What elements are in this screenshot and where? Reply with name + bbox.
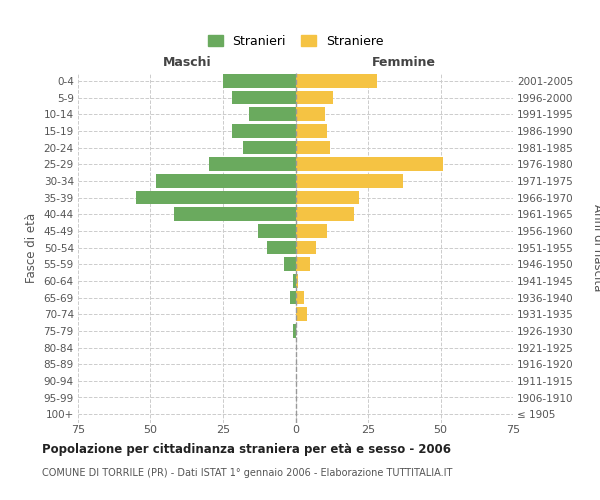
Bar	[296, 190, 359, 204]
Text: COMUNE DI TORRILE (PR) - Dati ISTAT 1° gennaio 2006 - Elaborazione TUTTITALIA.IT: COMUNE DI TORRILE (PR) - Dati ISTAT 1° g…	[42, 468, 452, 477]
Bar	[266, 240, 296, 254]
Bar	[293, 274, 296, 287]
Bar	[258, 224, 296, 237]
Legend: Stranieri, Straniere: Stranieri, Straniere	[203, 30, 389, 53]
Bar	[296, 90, 333, 104]
Bar	[296, 140, 331, 154]
Bar	[296, 308, 307, 321]
Bar	[249, 108, 296, 121]
Text: Maschi: Maschi	[163, 56, 211, 69]
Bar	[232, 124, 296, 138]
Y-axis label: Anni di nascita: Anni di nascita	[590, 204, 600, 291]
Bar	[232, 90, 296, 104]
Bar	[296, 174, 403, 188]
Bar	[156, 174, 296, 188]
Y-axis label: Fasce di età: Fasce di età	[25, 212, 38, 282]
Bar	[296, 274, 298, 287]
Bar	[290, 290, 296, 304]
Bar	[293, 324, 296, 338]
Bar	[296, 158, 443, 171]
Bar	[296, 108, 325, 121]
Bar	[284, 258, 296, 271]
Text: Femmine: Femmine	[372, 56, 436, 69]
Bar	[223, 74, 296, 88]
Bar	[244, 140, 296, 154]
Bar	[296, 290, 304, 304]
Bar	[296, 240, 316, 254]
Bar	[136, 190, 296, 204]
Bar	[296, 258, 310, 271]
Bar	[296, 224, 328, 237]
Bar	[296, 208, 353, 221]
Bar	[296, 74, 377, 88]
Bar	[209, 158, 296, 171]
Bar	[296, 124, 328, 138]
Bar	[174, 208, 296, 221]
Text: Popolazione per cittadinanza straniera per età e sesso - 2006: Popolazione per cittadinanza straniera p…	[42, 442, 451, 456]
